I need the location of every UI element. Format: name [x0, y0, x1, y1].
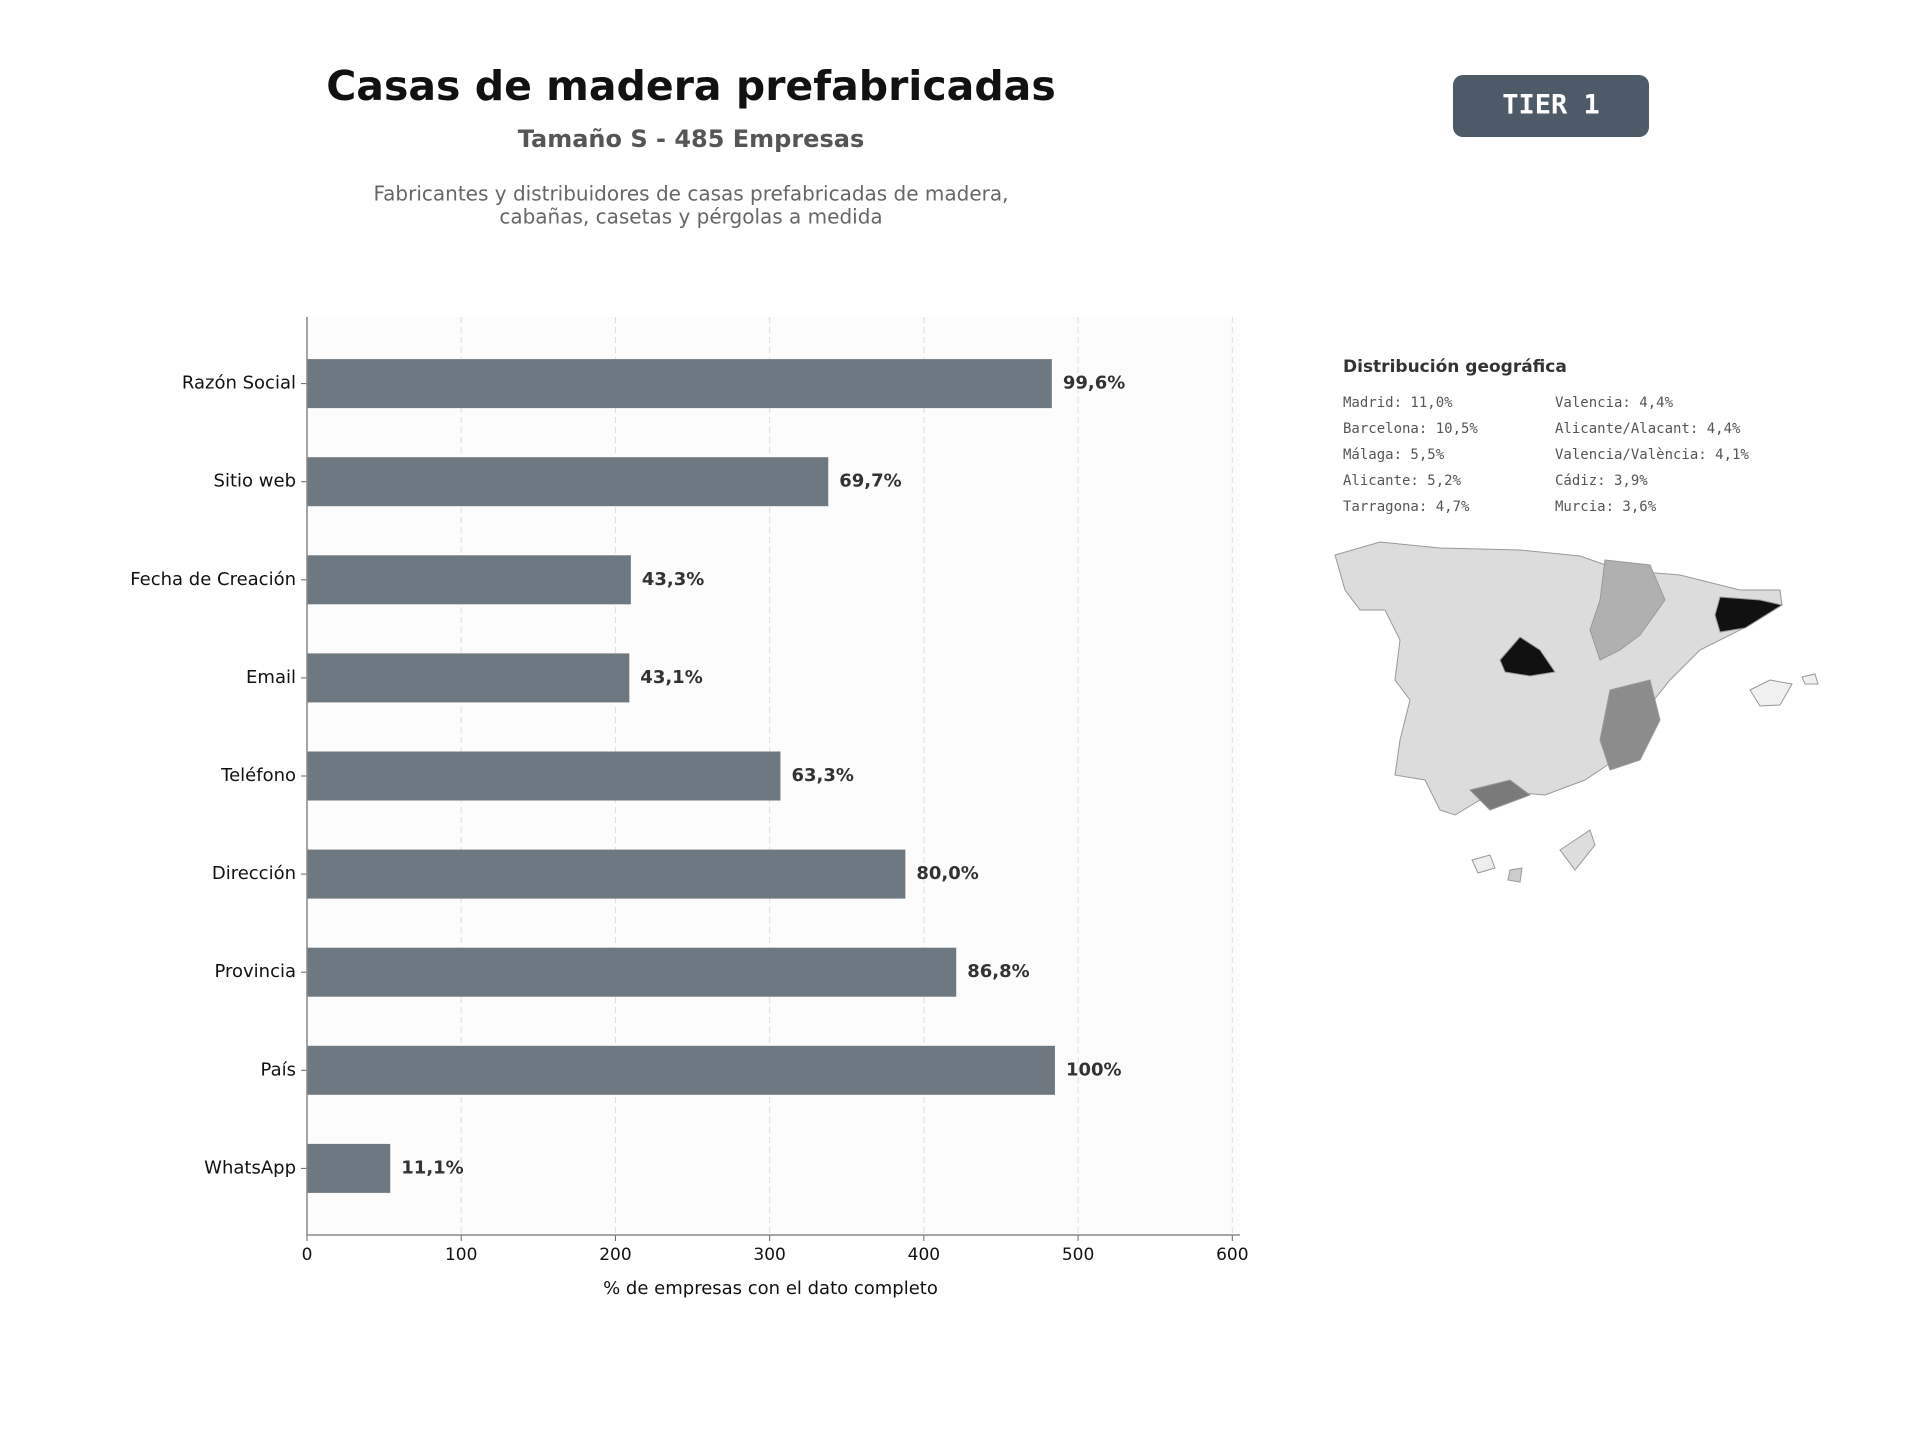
geo-item: Tarragona: 4,7% [1343, 499, 1470, 515]
description: cabañas, casetas y pérgolas a medida [499, 205, 882, 229]
geo-item: Cádiz: 3,9% [1555, 473, 1648, 489]
bar [307, 947, 957, 997]
y-tick-label: Dirección [212, 863, 296, 884]
y-tick-label: Razón Social [182, 373, 296, 394]
x-tick-label: 500 [1062, 1245, 1094, 1265]
value-label: 99,6% [1063, 373, 1125, 394]
geo-item: Alicante/Alacant: 4,4% [1555, 421, 1741, 437]
map-region [1599, 679, 1661, 771]
subtitle: Tamaño S - 485 Empresas [518, 125, 864, 153]
geo-item: Barcelona: 10,5% [1343, 421, 1478, 437]
y-tick-label: Sitio web [214, 471, 296, 492]
x-tick-label: 200 [599, 1245, 631, 1265]
bar [307, 751, 781, 801]
bar [307, 1045, 1055, 1095]
y-tick-label: Email [246, 667, 296, 688]
badge-text: TIER 1 [1502, 90, 1600, 121]
value-label: 43,1% [640, 667, 702, 688]
x-axis-label: % de empresas con el dato completo [603, 1278, 938, 1299]
value-label: 11,1% [401, 1157, 463, 1178]
geo-item: Madrid: 11,0% [1343, 395, 1453, 411]
value-label: 100% [1066, 1059, 1122, 1080]
description: Fabricantes y distribuidores de casas pr… [374, 182, 1009, 206]
y-tick-label: WhatsApp [204, 1157, 296, 1178]
geo-item: Valencia/València: 4,1% [1555, 447, 1749, 463]
bar [307, 457, 829, 507]
x-tick-label: 0 [302, 1245, 313, 1265]
geo-item: Valencia: 4,4% [1555, 395, 1674, 411]
bar [307, 849, 906, 899]
title: Casas de madera prefabricadas [326, 62, 1056, 110]
x-tick-label: 100 [445, 1245, 477, 1265]
map-madrid [1499, 636, 1556, 677]
map-islands [1801, 673, 1819, 685]
y-tick-label: Provincia [214, 961, 296, 982]
x-tick-label: 600 [1216, 1245, 1248, 1265]
x-tick-label: 400 [908, 1245, 940, 1265]
map-islands [1559, 829, 1596, 871]
geo-item: Alicante: 5,2% [1343, 473, 1462, 489]
bar [307, 555, 631, 605]
value-label: 80,0% [916, 863, 978, 884]
map-islands [1749, 679, 1793, 707]
value-label: 63,3% [791, 765, 853, 786]
bar [307, 653, 630, 703]
y-tick-label: Teléfono [220, 765, 296, 786]
map-barcelona [1714, 596, 1784, 633]
value-label: 43,3% [642, 569, 704, 590]
y-tick-label: Fecha de Creación [130, 569, 296, 590]
value-label: 69,7% [839, 471, 901, 492]
map [1334, 541, 1819, 883]
value-label: 86,8% [967, 961, 1029, 982]
map-islands [1507, 867, 1523, 883]
y-tick-label: País [261, 1059, 296, 1080]
badge [1453, 75, 1649, 137]
map-islands [1471, 854, 1496, 874]
bar [307, 359, 1052, 409]
geo-title: Distribución geográfica [1343, 357, 1567, 377]
map-region [1469, 779, 1532, 811]
bar [307, 1143, 391, 1193]
geo-item: Murcia: 3,6% [1555, 499, 1657, 515]
x-tick-label: 300 [753, 1245, 785, 1265]
map-region [1589, 559, 1666, 661]
geo-item: Málaga: 5,5% [1343, 447, 1445, 463]
